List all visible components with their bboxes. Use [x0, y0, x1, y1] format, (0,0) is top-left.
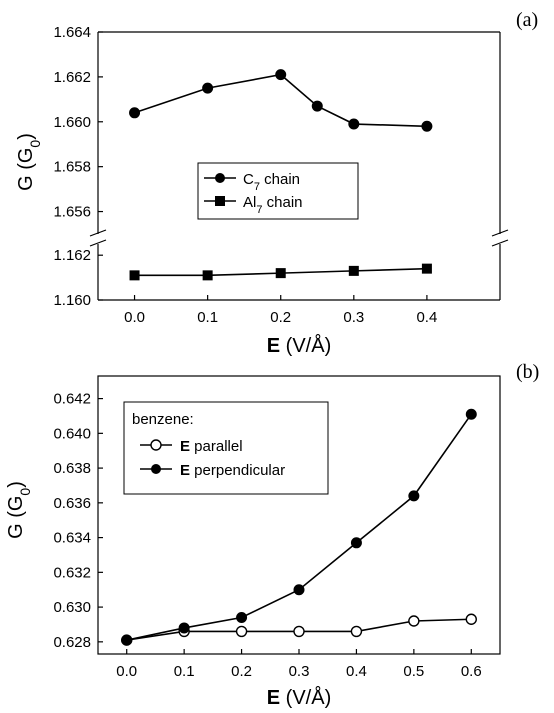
panel-a-y-tick-label: 1.662	[53, 69, 91, 86]
panel-b-legend-entry-perpendicular: E perpendicular	[140, 462, 285, 479]
panel-a-data-point-c7	[129, 107, 141, 119]
panel-a-x-tick-label: 0.4	[416, 309, 437, 326]
panel-b-series	[121, 408, 477, 646]
panel-b-x-axis-title: E (V/Å)	[267, 686, 331, 708]
panel-b-data-point-perpendicular	[350, 537, 362, 549]
panel-b-label: (b)	[516, 361, 539, 383]
panel-b-data-point-parallel	[235, 625, 248, 638]
panel-b-data-point-perpendicular	[408, 490, 420, 502]
panel-a-data-point-al7	[129, 270, 140, 281]
panel-a-y-tick-label: 1.664	[53, 24, 91, 41]
panel-a-axis-break-right	[491, 229, 509, 247]
panel-b-data-point-perpendicular	[465, 408, 477, 420]
panel-b-data-point-perpendicular	[293, 584, 305, 596]
panel-b-legend: benzene: E parallel E perpendicular	[123, 401, 329, 495]
panel-b-data-point-parallel	[408, 615, 420, 627]
panel-b-y-tick-label: 0.640	[53, 425, 91, 442]
panel-a-legend-entry-c7: C7 chain	[204, 171, 300, 193]
panel-b-data-point-parallel	[465, 613, 477, 625]
panel-b-y-tick-label: 0.638	[53, 460, 91, 477]
panel-a-legend-box	[197, 162, 359, 220]
panel-b-x-tick-label: 0.0	[116, 663, 137, 680]
panel-a-data-point-c7	[275, 69, 287, 81]
panel-b-x-tick-label: 0.1	[174, 663, 195, 680]
panel-b-x-tick-label: 0.6	[461, 663, 482, 680]
panel-a-label: (a)	[516, 9, 538, 31]
panel-a-legend-label-c7: C7 chain	[243, 171, 300, 193]
panel-a-x-tick-label: 0.2	[270, 309, 291, 326]
panel-a-legend-entry-al7: Al7 chain	[204, 194, 303, 216]
panel-a-x-axis-title: E (V/Å)	[267, 334, 331, 357]
panel-a-data-point-al7	[421, 263, 432, 274]
panel-b-legend-marker-open-circle	[150, 439, 162, 451]
panel-a-legend-marker-square	[215, 196, 225, 206]
panel-b-y-axis-title: G (G0)	[5, 481, 33, 539]
panel-a-data-point-c7	[421, 120, 433, 132]
panel-a-legend-label-al7: Al7 chain	[243, 194, 303, 216]
panel-b-legend-marker-filled-circle	[151, 464, 161, 474]
panel-b-ticks: 0.0 0.1 0.2 0.3 0.4 0.5 0.6 0.628 0.630 0.632 0.63…	[53, 391, 481, 680]
panel-b-x-tick-label: 0.4	[346, 663, 367, 680]
panel-a-data-point-c7	[348, 118, 360, 130]
panel-b-x-tick-label: 0.3	[289, 663, 310, 680]
panel-b-y-tick-label: 0.628	[53, 634, 91, 651]
panel-b-data-point-perpendicular	[236, 612, 248, 624]
panel-a-data-point-c7	[202, 82, 214, 94]
panel-b-y-tick-label: 0.642	[53, 391, 91, 408]
panel-a-y-tick-label: 1.658	[53, 159, 91, 176]
panel-b-conductance-benzene-chart: (b) 0.0 0.1 0.2 0.3 0.4 0.5 0.6 0.628 0.630 0.632…	[5, 361, 539, 709]
panel-a-data-point-c7	[311, 100, 323, 112]
panel-a-x-tick-label: 0.1	[197, 309, 218, 326]
panel-b-y-tick-label: 0.634	[53, 530, 91, 547]
panel-a-axis-break-left	[89, 229, 107, 247]
panel-a-series-line-c7	[134, 73, 427, 128]
panel-a-y-tick-label: 1.160	[53, 292, 91, 309]
panel-a-data-point-al7	[202, 270, 213, 281]
panel-a-data-point-al7	[275, 268, 286, 279]
panel-a-y-tick-label: 1.656	[53, 204, 91, 221]
panel-b-legend-entry-parallel: E parallel	[140, 438, 243, 455]
panel-b-data-point-parallel	[293, 625, 305, 638]
panel-a-conductance-chain-chart: (a) 0.0 0.1 0.2 0.3 0.4 1.656 1.658 1.660 1.662 1…	[15, 9, 538, 357]
panel-b-x-tick-label: 0.5	[403, 663, 424, 680]
panel-b-x-tick-label: 0.2	[231, 663, 252, 680]
panel-b-data-point-perpendicular	[121, 634, 133, 646]
panel-b-legend-label-parallel: E parallel	[180, 438, 243, 455]
panel-b-legend-title: benzene:	[132, 411, 194, 428]
panel-a-legend: C7 chain Al7 chain	[197, 162, 359, 220]
panel-a-legend-marker-circle	[215, 173, 225, 183]
panel-a-y-tick-label: 1.660	[53, 114, 91, 131]
panel-a-series	[129, 69, 433, 281]
panel-b-legend-label-perpendicular: E perpendicular	[180, 462, 285, 479]
panel-a-data-point-al7	[348, 265, 359, 276]
panel-b-y-tick-label: 0.630	[53, 599, 91, 616]
panel-b-y-tick-label: 0.636	[53, 495, 91, 512]
panel-b-data-point-parallel	[350, 625, 363, 638]
panel-a-x-tick-label: 0.0	[124, 309, 145, 326]
panel-b-data-point-perpendicular	[178, 622, 190, 634]
panel-b-y-tick-label: 0.632	[53, 564, 91, 581]
panel-a-y-tick-label: 1.162	[53, 247, 91, 264]
panel-a-ticks: 0.0 0.1 0.2 0.3 0.4 1.656 1.658 1.660 1.662 1.664…	[53, 24, 437, 326]
panel-a-x-tick-label: 0.3	[343, 309, 364, 326]
panel-a-y-axis-title: G (G0)	[15, 133, 43, 191]
